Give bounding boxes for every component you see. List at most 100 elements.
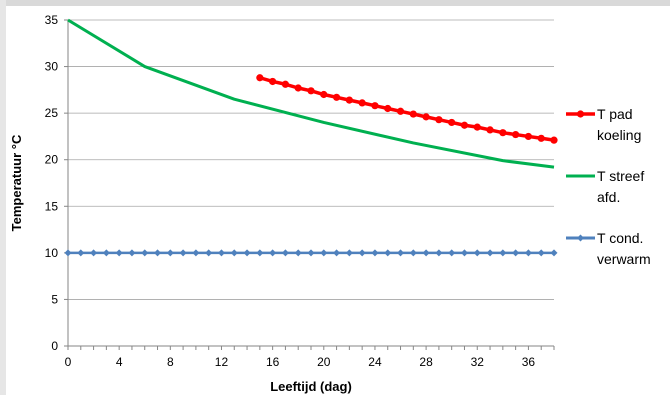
series-t-streef-afd bbox=[67, 18, 555, 169]
data-point bbox=[448, 118, 456, 127]
data-point bbox=[499, 249, 507, 257]
data-point bbox=[333, 249, 341, 257]
data-point bbox=[307, 87, 315, 95]
x-tick-labels: 0 4 8 12 16 20 24 28 32 36 bbox=[65, 355, 536, 369]
y-tick-label: 30 bbox=[45, 60, 59, 74]
data-point bbox=[217, 249, 225, 257]
data-point bbox=[256, 74, 264, 82]
x-tick-label: 16 bbox=[266, 355, 280, 369]
data-point bbox=[486, 249, 494, 257]
data-point bbox=[473, 249, 481, 257]
data-point bbox=[524, 249, 532, 257]
data-point bbox=[396, 107, 405, 115]
data-point bbox=[77, 249, 85, 257]
legend-entry: T streef afd. bbox=[566, 168, 644, 205]
data-point bbox=[294, 84, 302, 92]
data-point bbox=[358, 249, 366, 257]
data-point bbox=[269, 249, 277, 257]
data-point bbox=[166, 249, 174, 257]
data-point bbox=[281, 249, 289, 257]
data-point bbox=[90, 249, 98, 257]
data-point bbox=[371, 249, 379, 257]
x-tick-label: 24 bbox=[368, 355, 382, 369]
series-line bbox=[259, 76, 555, 142]
data-point bbox=[448, 249, 456, 257]
data-point bbox=[422, 113, 430, 121]
x-tick-label: 0 bbox=[65, 355, 72, 369]
legend-entry: T cond. verwarm bbox=[566, 230, 651, 267]
data-point bbox=[281, 80, 290, 88]
data-point bbox=[512, 249, 520, 257]
legend-label: afd. bbox=[597, 189, 620, 205]
data-point bbox=[524, 132, 533, 141]
data-point bbox=[128, 249, 136, 257]
data-point bbox=[294, 249, 302, 257]
data-point bbox=[409, 249, 417, 257]
data-point bbox=[154, 249, 162, 257]
data-point bbox=[422, 249, 430, 257]
window-frame-top bbox=[0, 0, 670, 6]
series-layer bbox=[64, 18, 558, 257]
y-tick-label: 35 bbox=[45, 13, 59, 27]
legend-label: koeling bbox=[597, 127, 641, 143]
data-point bbox=[345, 96, 353, 104]
data-point bbox=[115, 249, 123, 257]
data-point bbox=[397, 249, 405, 257]
data-point bbox=[371, 102, 379, 110]
window-frame-left bbox=[0, 0, 6, 395]
x-tick-label: 12 bbox=[215, 355, 229, 369]
data-point bbox=[460, 121, 469, 129]
data-point bbox=[358, 99, 366, 107]
x-tick-label: 32 bbox=[471, 355, 485, 369]
data-point bbox=[192, 249, 200, 257]
x-axis-title: Leeftijd (dag) bbox=[270, 379, 352, 394]
legend-marker bbox=[576, 110, 585, 118]
data-point bbox=[320, 249, 328, 257]
data-point bbox=[64, 249, 72, 257]
data-point bbox=[512, 130, 520, 139]
y-tick-labels: 0 5 10 15 20 25 30 35 bbox=[45, 13, 59, 353]
x-tick-label: 8 bbox=[167, 355, 174, 369]
data-point bbox=[435, 116, 443, 124]
data-point bbox=[256, 249, 264, 257]
gridlines bbox=[68, 19, 554, 300]
data-point bbox=[243, 249, 251, 257]
y-tick-label: 25 bbox=[45, 106, 59, 120]
series-t-cond-verwarm bbox=[64, 249, 558, 257]
legend: T pad koeling T streef afd. T cond. verwarm bbox=[566, 106, 651, 267]
data-point bbox=[320, 90, 328, 99]
y-tick-label: 10 bbox=[45, 246, 59, 260]
data-point bbox=[486, 126, 494, 134]
data-point bbox=[499, 129, 507, 137]
data-point bbox=[460, 249, 468, 257]
data-point bbox=[307, 249, 315, 257]
data-point bbox=[332, 93, 341, 101]
y-tick-label: 5 bbox=[51, 292, 58, 306]
legend-entry: T pad koeling bbox=[566, 106, 641, 143]
data-point bbox=[537, 134, 545, 142]
data-point bbox=[345, 249, 353, 257]
data-point bbox=[384, 104, 392, 113]
x-tick-label: 4 bbox=[116, 355, 123, 369]
data-point bbox=[537, 249, 545, 257]
legend-label: T streef bbox=[597, 168, 644, 184]
data-point bbox=[550, 249, 558, 257]
series-line bbox=[67, 18, 555, 169]
data-point bbox=[179, 249, 187, 257]
data-point bbox=[435, 249, 443, 257]
legend-label: verwarm bbox=[597, 251, 651, 267]
y-tick-label: 0 bbox=[51, 339, 58, 353]
y-tick-label: 20 bbox=[45, 153, 59, 167]
legend-marker bbox=[577, 234, 584, 242]
y-axis-title: Temperatuur °C bbox=[9, 134, 24, 231]
data-point bbox=[384, 249, 392, 257]
data-point bbox=[550, 136, 558, 144]
x-tick-label: 28 bbox=[419, 355, 433, 369]
axes bbox=[64, 19, 555, 350]
y-tick-label: 15 bbox=[45, 199, 59, 213]
data-point bbox=[230, 249, 238, 257]
data-point bbox=[102, 249, 110, 257]
legend-label: T pad bbox=[597, 106, 633, 122]
data-point bbox=[269, 77, 277, 86]
